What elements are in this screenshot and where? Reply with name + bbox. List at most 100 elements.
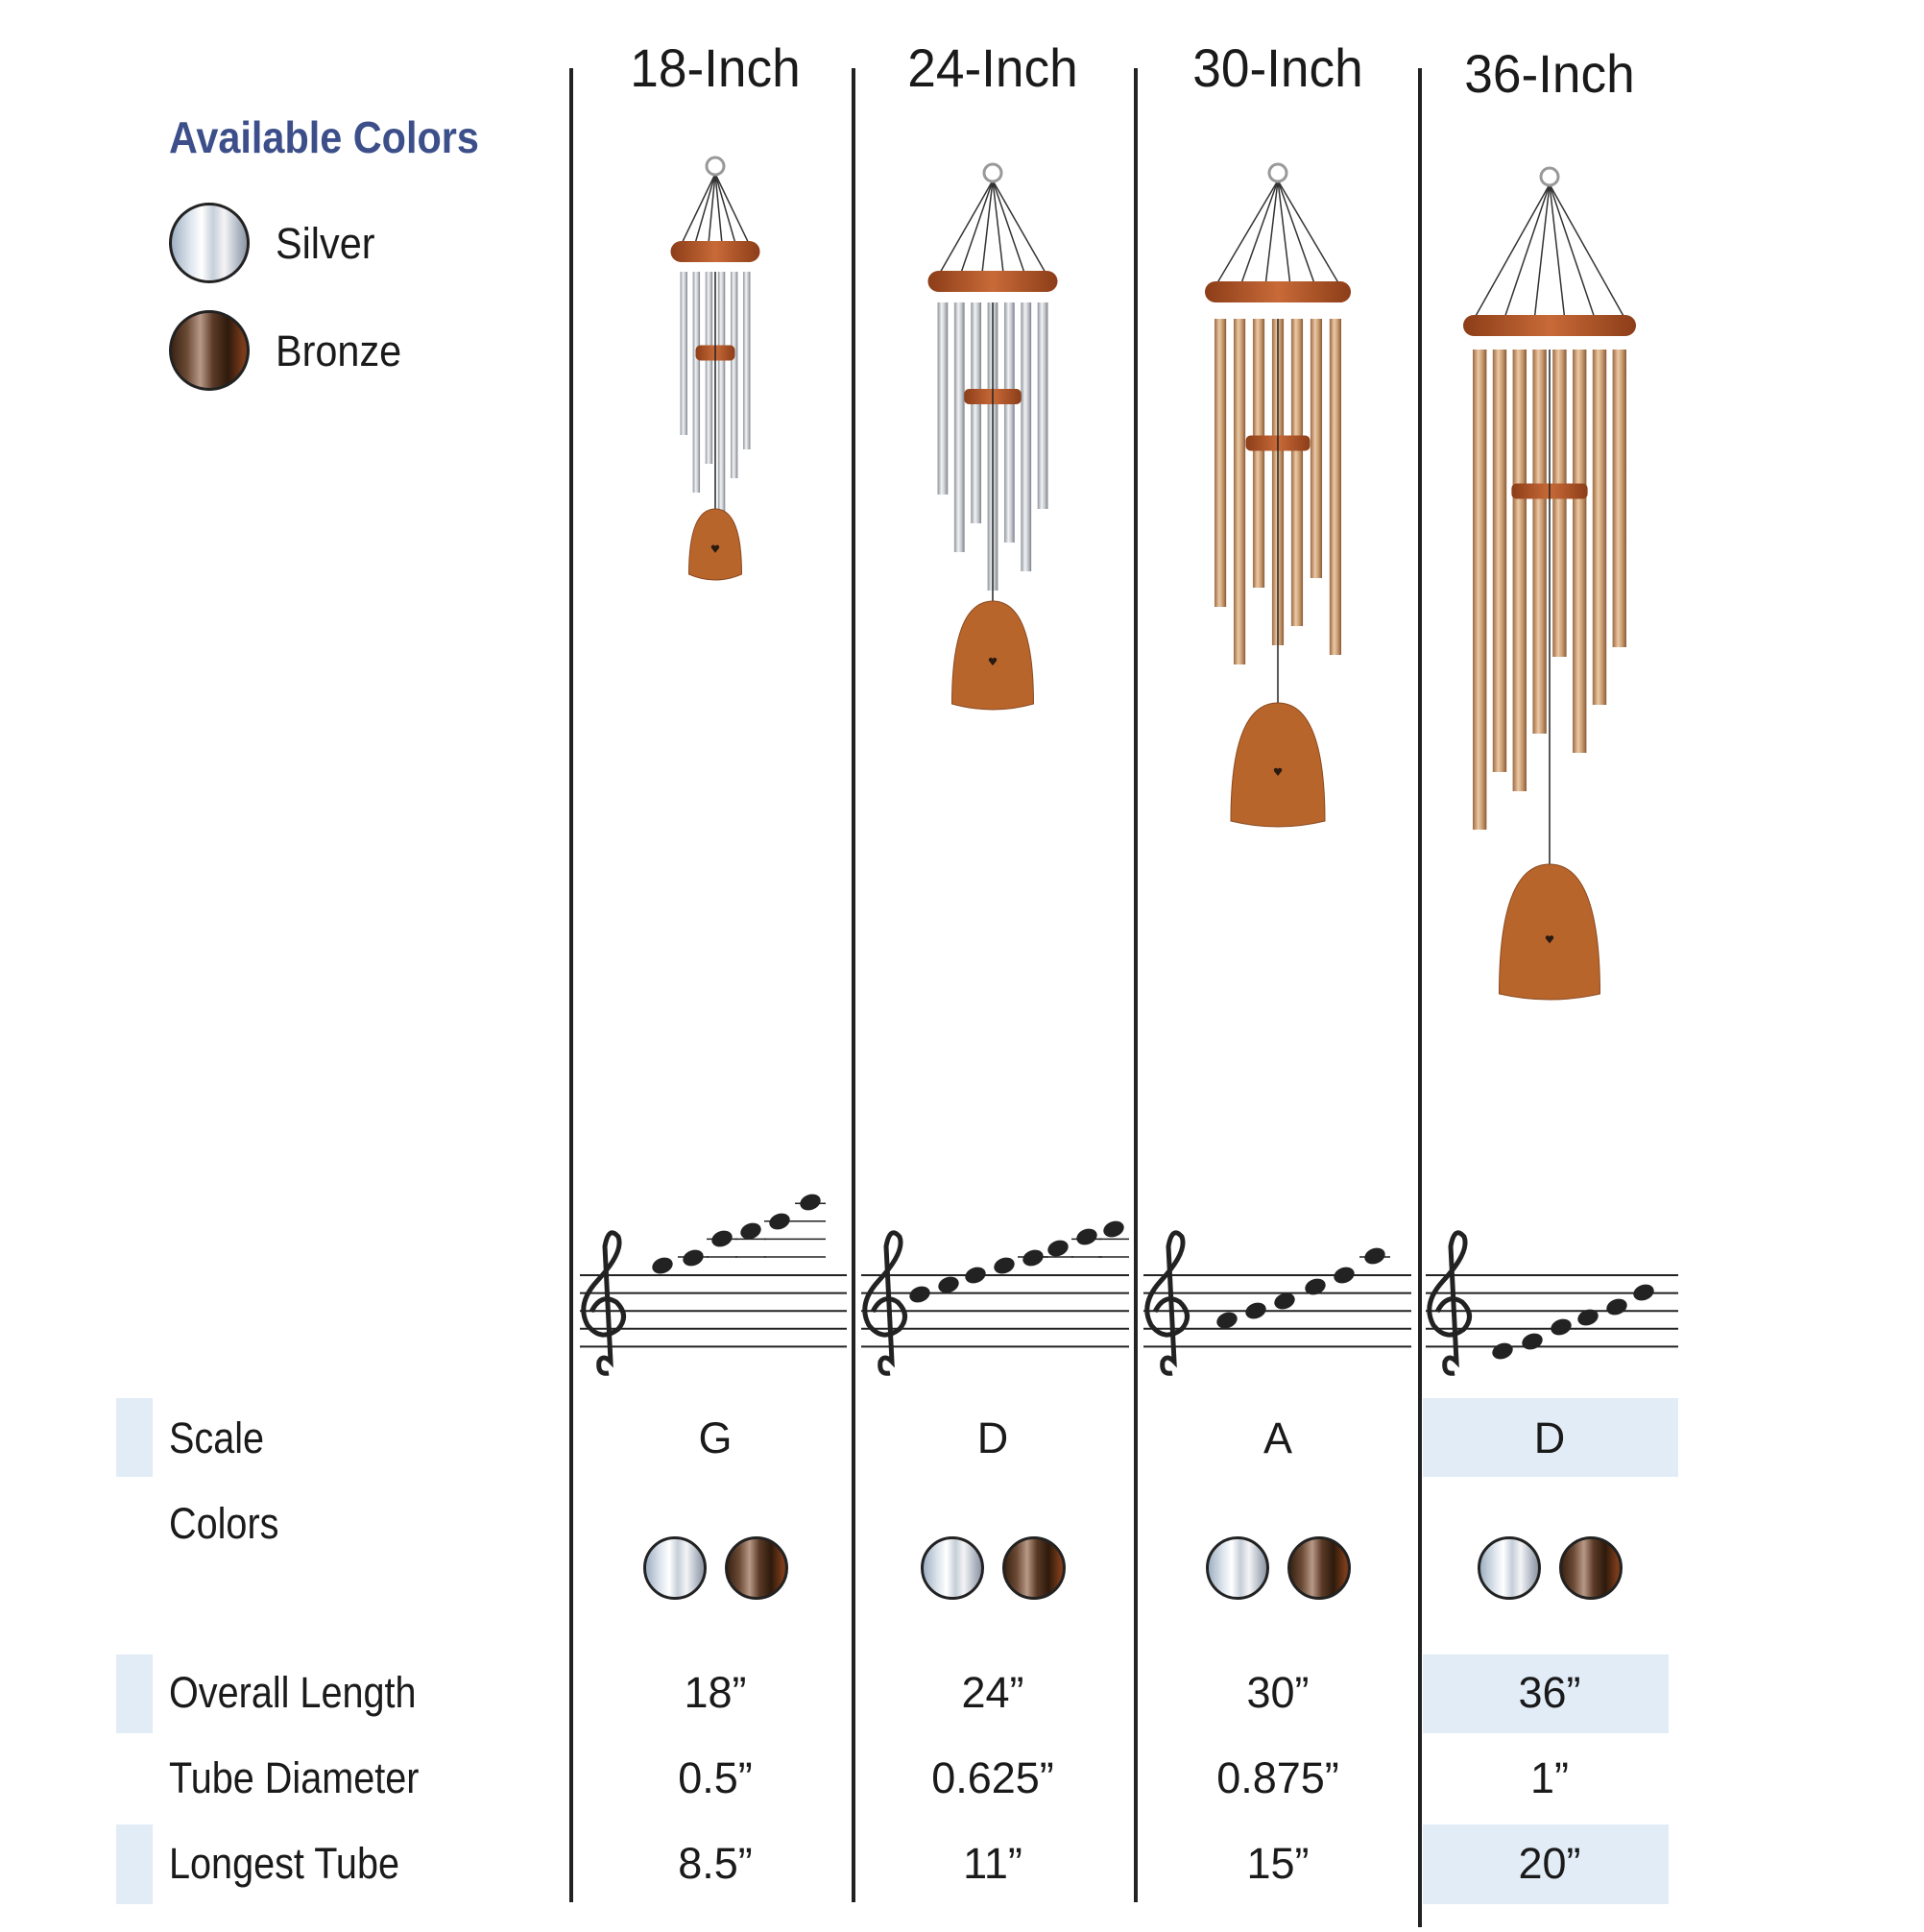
hanging-string (1470, 183, 1551, 326)
cell-scale: D (1533, 1413, 1566, 1462)
chime-tube (1252, 319, 1265, 588)
hanging-string (1549, 183, 1567, 326)
wind-chime-18-Inch (670, 156, 760, 581)
hanging-string (1277, 180, 1292, 292)
bronze-label: Bronze (276, 326, 402, 375)
chime-tube (1612, 350, 1626, 647)
row-label-colors: Colors (169, 1499, 279, 1548)
wind-sail (687, 508, 743, 581)
silver-swatch (169, 203, 250, 283)
chime-tube (953, 302, 965, 552)
chime-tube (692, 272, 701, 493)
chime-tube (1021, 302, 1032, 571)
note-head (1076, 1228, 1097, 1245)
note-head (1274, 1292, 1295, 1310)
cell-tube-diameter: 0.625” (931, 1753, 1054, 1802)
wood-top (1463, 315, 1636, 336)
chime-tube (971, 302, 982, 523)
silver-swatch (1478, 1536, 1541, 1600)
treble-clef-icon (862, 1230, 907, 1376)
chime-tube (730, 272, 738, 478)
note-head (711, 1230, 733, 1247)
hanging-string (714, 173, 754, 252)
column-header-30: 30-Inch (1192, 37, 1363, 98)
cell-longest-tube: 15” (1246, 1839, 1310, 1888)
note-head (965, 1267, 986, 1284)
row-highlight (116, 1398, 153, 1477)
note-head (1492, 1342, 1513, 1360)
row-label-tube-diameter: Tube Diameter (169, 1753, 420, 1802)
silver-swatch (921, 1536, 984, 1600)
hanging-string (1212, 180, 1279, 292)
wind-chime-24-Inch (927, 162, 1058, 711)
column-divider (569, 68, 573, 1902)
cell-scale: A (1263, 1413, 1292, 1462)
column-header-24: 24-Inch (907, 37, 1078, 98)
chime-tube (1215, 319, 1227, 607)
chime-tube (1473, 350, 1487, 830)
chime-tube (937, 302, 949, 495)
chime-tube (717, 272, 726, 512)
wood-top (670, 241, 760, 262)
cell-scale: D (976, 1413, 1009, 1462)
note-head (1022, 1249, 1044, 1267)
cell-overall-length: 18” (684, 1668, 747, 1717)
note-head (1522, 1333, 1543, 1350)
note-head (1551, 1318, 1572, 1336)
bronze-swatch (725, 1536, 788, 1600)
row-label-scale: Scale (169, 1413, 265, 1462)
column-divider (1134, 68, 1138, 1902)
chime-tube (1512, 350, 1527, 791)
treble-clef-icon (581, 1230, 626, 1376)
hanging-string (1263, 180, 1279, 292)
wind-sail (1498, 863, 1601, 1001)
hanging-string (1549, 183, 1598, 326)
chime-tube (743, 272, 751, 449)
cell-longest-tube: 20” (1518, 1839, 1581, 1888)
note-head (1047, 1240, 1069, 1257)
row-highlight (116, 1654, 153, 1733)
hanging-ring (982, 162, 1003, 183)
row-label-longest-tube: Longest Tube (169, 1839, 400, 1888)
silver-swatch (643, 1536, 707, 1600)
hanging-string (980, 180, 994, 281)
wind-sail (1230, 702, 1326, 828)
row-highlight (1423, 1824, 1669, 1904)
chime-tube (1310, 319, 1323, 578)
hanging-string (714, 173, 724, 252)
heart-icon (1545, 935, 1554, 944)
row-highlight (116, 1824, 153, 1904)
wind-chime-36-Inch (1463, 166, 1636, 1001)
wood-top (1205, 281, 1351, 302)
hanging-string (707, 173, 716, 252)
chime-tube (1233, 319, 1246, 664)
note-head (1577, 1309, 1599, 1326)
chime-tube (1003, 302, 1015, 543)
hanging-ring (705, 156, 726, 177)
note-head (1364, 1247, 1385, 1265)
note-head (1216, 1312, 1238, 1329)
available-colors-title: Available Colors (169, 112, 479, 162)
note-head (769, 1213, 790, 1230)
cell-longest-tube: 11” (963, 1839, 1022, 1888)
bronze-swatch (1559, 1536, 1623, 1600)
hanging-string (992, 180, 1051, 281)
note-head (909, 1286, 930, 1303)
cell-overall-length: 30” (1246, 1668, 1310, 1717)
hanging-string (677, 173, 716, 252)
hanging-string (992, 180, 1028, 281)
bronze-swatch (1002, 1536, 1066, 1600)
bronze-swatch (1287, 1536, 1351, 1600)
chime-tube (1573, 350, 1587, 753)
hanging-ring (1539, 166, 1560, 187)
column-divider (1418, 68, 1422, 1927)
note-head (1606, 1298, 1627, 1316)
heart-icon (988, 657, 998, 666)
note-head (652, 1257, 673, 1274)
row-highlight (1423, 1654, 1669, 1733)
note-head (1103, 1220, 1124, 1238)
note-head (800, 1194, 821, 1211)
chime-tube (1532, 350, 1547, 734)
hanging-string (1277, 180, 1318, 292)
